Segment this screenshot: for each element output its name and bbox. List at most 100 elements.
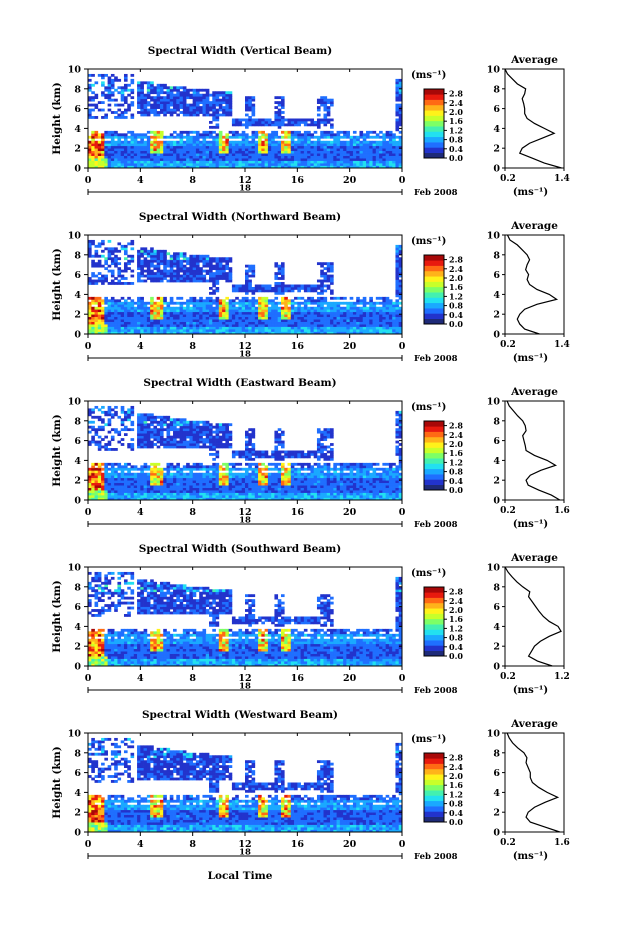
heatmap-cell bbox=[186, 477, 190, 481]
heatmap-cell bbox=[238, 150, 243, 154]
heatmap-cell bbox=[150, 86, 154, 90]
heatmap-cell bbox=[130, 413, 135, 417]
heatmap-cell bbox=[228, 108, 233, 112]
heatmap-cell bbox=[163, 445, 167, 449]
heatmap-cell bbox=[88, 165, 92, 169]
profile-y-tick-label: 6 bbox=[493, 270, 500, 281]
heatmap-cell bbox=[316, 319, 321, 322]
heatmap-cell bbox=[228, 304, 233, 308]
heatmap-cell bbox=[205, 306, 210, 310]
heatmap-cell bbox=[156, 254, 161, 258]
profile-y-tick-label: 10 bbox=[487, 231, 501, 242]
heatmap-cell bbox=[379, 150, 383, 154]
heatmap-cell bbox=[205, 316, 210, 320]
heatmap-cell bbox=[398, 329, 403, 332]
heatmap-cell bbox=[94, 475, 99, 479]
heatmap-cell bbox=[202, 108, 207, 112]
heatmap-cell bbox=[199, 160, 203, 164]
heatmap-cell bbox=[107, 309, 112, 313]
heatmap-cell bbox=[323, 289, 328, 293]
heatmap-cell bbox=[150, 418, 154, 422]
heatmap-cell bbox=[225, 321, 229, 325]
heatmap-cell bbox=[205, 482, 210, 486]
heatmap-cell bbox=[182, 279, 187, 283]
heatmap-cell bbox=[166, 155, 171, 159]
heatmap-cell bbox=[186, 88, 190, 92]
heatmap-cell bbox=[114, 487, 118, 491]
heatmap-cell bbox=[159, 140, 164, 144]
heatmap-cell bbox=[388, 299, 393, 303]
heatmap-cell bbox=[88, 480, 92, 484]
heatmap-cell bbox=[385, 304, 390, 308]
heatmap-cell bbox=[97, 415, 102, 419]
heatmap-cell bbox=[189, 316, 194, 320]
heatmap-cell bbox=[123, 101, 128, 104]
heatmap-cell bbox=[146, 249, 151, 253]
heatmap-cell bbox=[333, 163, 337, 166]
heatmap-cell bbox=[127, 282, 131, 285]
heatmap-cell bbox=[343, 158, 347, 161]
heatmap-cell bbox=[169, 88, 174, 92]
heatmap-cell bbox=[110, 163, 115, 166]
heatmap-cell bbox=[130, 116, 135, 119]
heatmap-cell bbox=[88, 329, 92, 332]
heatmap-cell bbox=[97, 485, 102, 488]
colorbar-tick-label: 1.2 bbox=[449, 125, 463, 135]
heatmap-cell bbox=[117, 262, 122, 266]
heatmap-cell bbox=[343, 133, 347, 137]
heatmap-cell bbox=[186, 485, 190, 488]
heatmap-cell bbox=[120, 113, 125, 117]
heatmap-cell bbox=[366, 150, 370, 154]
heatmap-cell bbox=[245, 291, 249, 295]
heatmap-cell bbox=[320, 309, 324, 313]
heatmap-cell bbox=[303, 324, 308, 327]
heatmap-cell bbox=[385, 150, 390, 154]
heatmap-cell bbox=[284, 145, 288, 149]
heatmap-cell bbox=[297, 311, 301, 315]
heatmap-cell bbox=[117, 492, 122, 496]
heatmap-cell bbox=[280, 130, 285, 134]
heatmap-cell bbox=[127, 103, 131, 107]
heatmap-cell bbox=[176, 445, 180, 449]
heatmap-cell bbox=[169, 272, 174, 275]
heatmap-cell bbox=[274, 111, 279, 114]
heatmap-cell bbox=[130, 475, 135, 479]
heatmap-cell bbox=[274, 291, 279, 295]
heatmap-cell bbox=[97, 301, 102, 305]
heatmap-cell bbox=[130, 239, 135, 243]
heatmap-cell bbox=[91, 485, 95, 488]
heatmap-cell bbox=[251, 286, 256, 290]
heatmap-cell bbox=[287, 145, 292, 149]
heatmap-cell bbox=[310, 133, 315, 137]
heatmap-cell bbox=[382, 133, 386, 137]
heatmap-cell bbox=[189, 150, 194, 154]
heatmap-cell bbox=[251, 296, 256, 300]
heatmap-cell bbox=[186, 423, 190, 427]
heatmap-cell bbox=[346, 331, 351, 335]
heatmap-cell bbox=[104, 480, 108, 484]
heatmap-cell bbox=[336, 138, 341, 142]
heatmap-cell bbox=[320, 130, 324, 134]
heatmap-cell bbox=[209, 155, 213, 159]
heatmap-cell bbox=[277, 282, 282, 285]
heatmap-cell bbox=[146, 86, 151, 90]
heatmap-cell bbox=[277, 125, 282, 129]
heatmap-cell bbox=[310, 286, 315, 290]
heatmap-cell bbox=[117, 91, 122, 95]
heatmap-cell bbox=[104, 470, 108, 474]
heatmap-cell bbox=[146, 88, 151, 92]
heatmap-cell bbox=[192, 428, 197, 432]
heatmap-cell bbox=[163, 495, 167, 498]
heatmap-cell bbox=[277, 155, 282, 159]
heatmap-cell bbox=[366, 301, 370, 305]
heatmap-cell bbox=[277, 165, 282, 169]
heatmap-cell bbox=[153, 465, 158, 469]
heatmap-cell bbox=[137, 319, 141, 322]
heatmap-cell bbox=[107, 475, 112, 479]
heatmap-cell bbox=[238, 329, 243, 332]
heatmap-cell bbox=[146, 415, 151, 419]
heatmap-cell bbox=[153, 140, 158, 144]
heatmap-cell bbox=[110, 272, 115, 275]
heatmap-cell bbox=[150, 272, 154, 275]
heatmap-cell bbox=[150, 413, 154, 417]
